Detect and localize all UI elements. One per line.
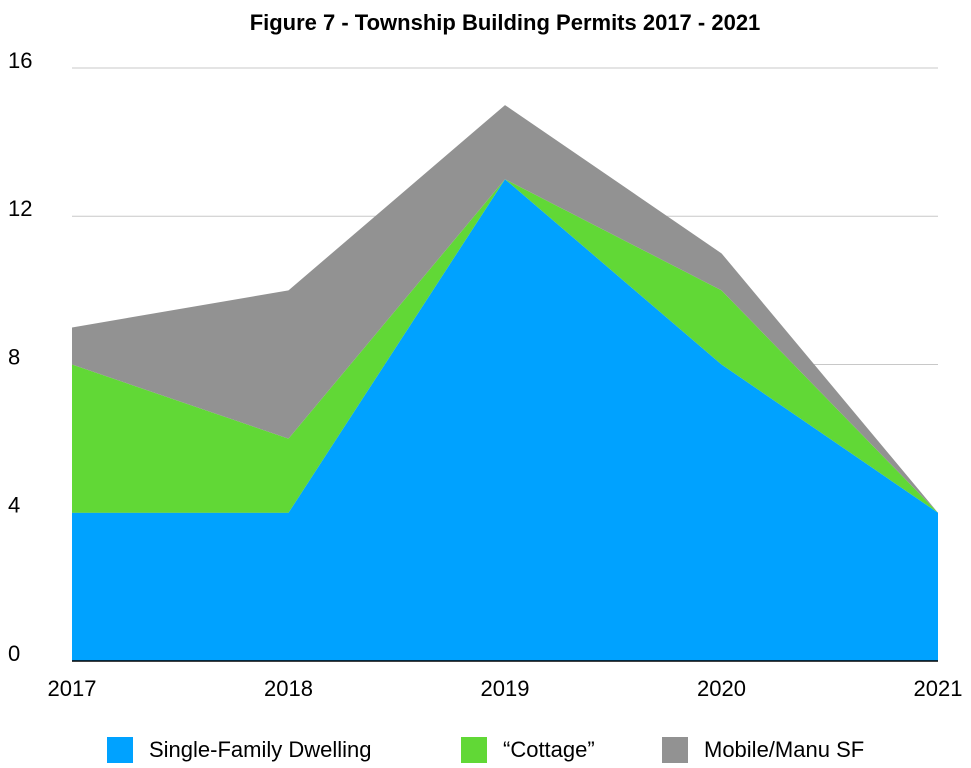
y-tick-label: 12 [8,196,32,221]
x-tick-label: 2019 [481,676,530,701]
x-tick-label: 2018 [264,676,313,701]
chart-title: Figure 7 - Township Building Permits 201… [250,10,761,35]
area [72,105,938,513]
x-tick-label: 2017 [48,676,97,701]
legend-label: Single-Family Dwelling [149,737,372,762]
legend-swatch [107,737,133,763]
legend-label: Mobile/Manu SF [704,737,864,762]
y-tick-label: 8 [8,344,20,369]
legend-swatch [461,737,487,763]
x-tick-label: 2020 [697,676,746,701]
area [72,179,938,513]
y-tick-label: 4 [8,493,20,518]
y-tick-label: 16 [8,48,32,73]
legend-label: “Cottage” [503,737,595,762]
legend-swatch [662,737,688,763]
y-tick-label: 0 [8,641,20,666]
x-tick-label: 2021 [914,676,963,701]
area [72,179,938,661]
